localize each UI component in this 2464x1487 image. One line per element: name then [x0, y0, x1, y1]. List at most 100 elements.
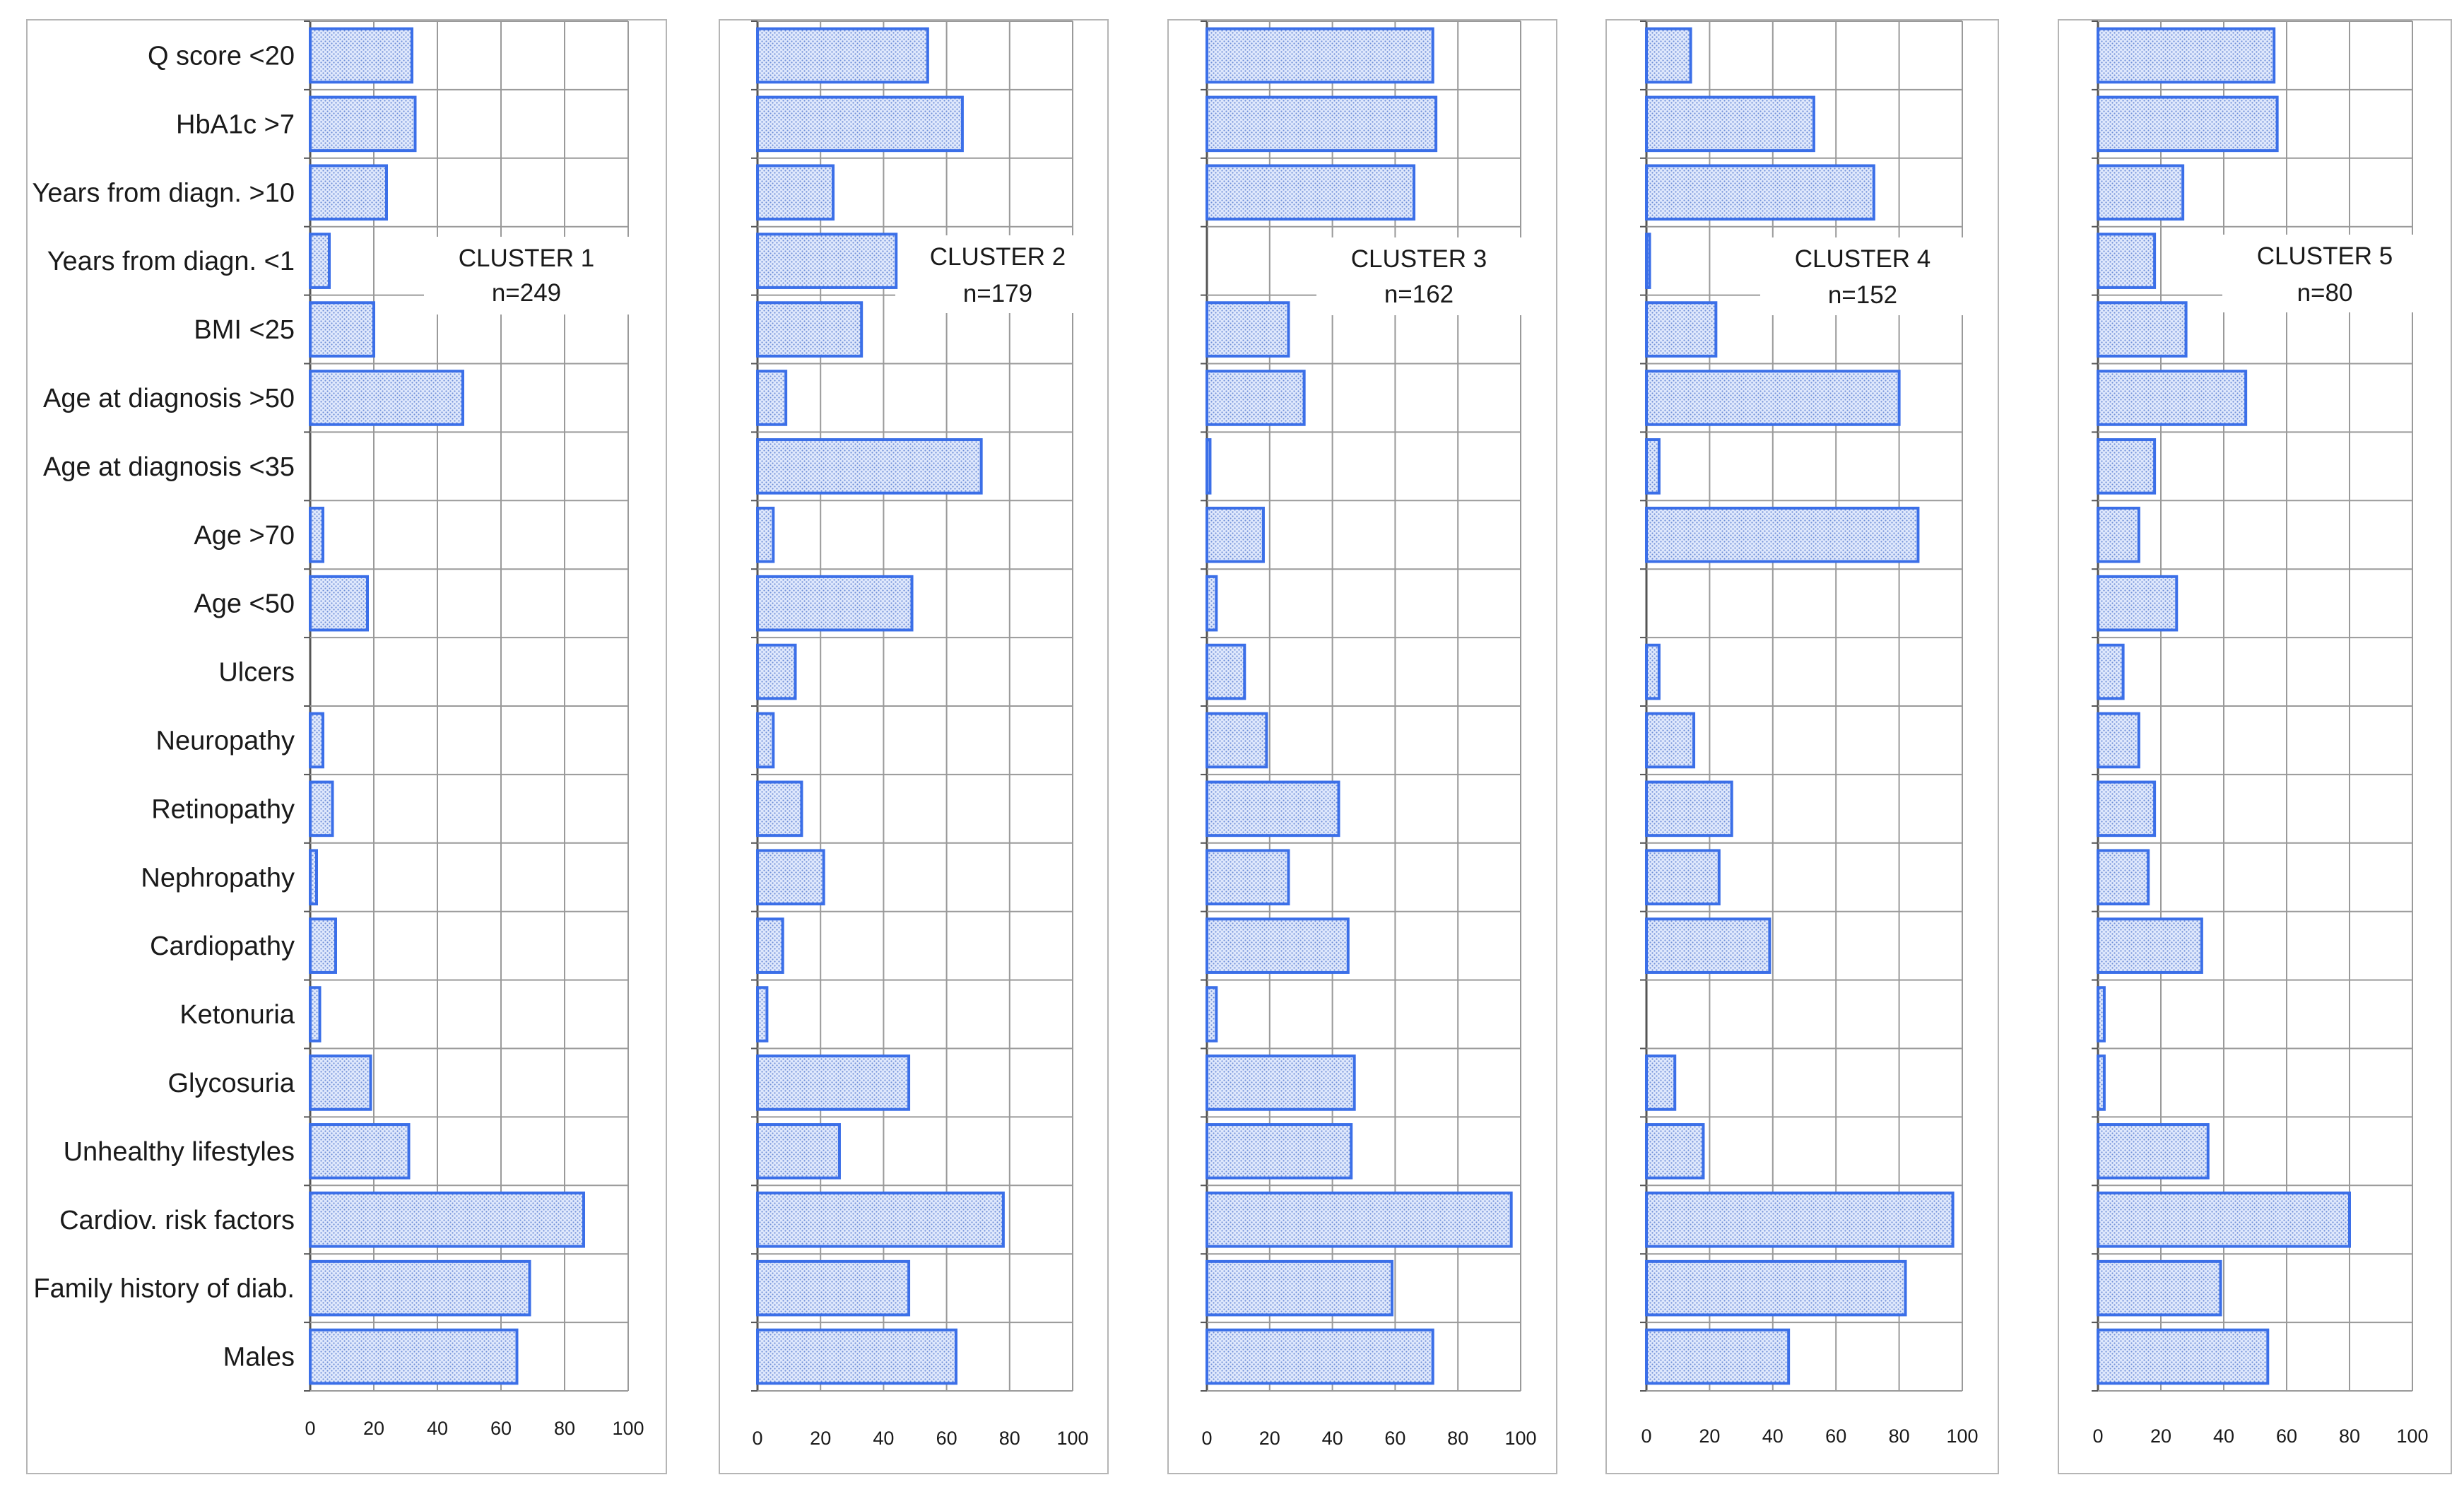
cluster-title: CLUSTER 5	[2257, 242, 2393, 270]
bar-age-50	[756, 575, 914, 632]
x-tick-label: 40	[1762, 1426, 1784, 1447]
bar-glycosuria	[756, 1054, 911, 1111]
bar-neuropathy	[2097, 712, 2140, 769]
x-tick-label: 80	[554, 1418, 575, 1439]
bar-hba1c-7	[309, 95, 417, 153]
bar-q-score-20	[309, 27, 413, 84]
category-label: Age at diagnosis >50	[43, 384, 295, 413]
bar-age-50	[309, 575, 369, 632]
bar-q-score-20	[756, 27, 929, 84]
cluster-title: CLUSTER 2	[930, 243, 1066, 271]
category-label: Cardiov. risk factors	[59, 1206, 295, 1235]
x-tick-label: 100	[2396, 1426, 2428, 1447]
panel-cluster-5: CLUSTER 5 n=80 0 20 40 60 80 100	[2058, 19, 2452, 1474]
bar-age-70	[2097, 506, 2140, 563]
bar-age-70	[309, 506, 324, 563]
category-label: Glycosuria	[168, 1069, 295, 1098]
cluster-title-background	[895, 235, 1100, 313]
category-label: Age <50	[194, 589, 295, 619]
bar-cardiopathy	[2097, 917, 2203, 974]
bar-q-score-20	[1206, 27, 1434, 84]
bar-ketonuria	[2097, 986, 2106, 1042]
category-label: Family history of diab.	[33, 1274, 295, 1304]
bar-age-at-diagnosis-35	[2097, 438, 2157, 495]
bar-years-from-diagn-10	[309, 164, 388, 221]
x-tick-label: 60	[1825, 1426, 1846, 1447]
x-tick-label: 0	[1641, 1426, 1651, 1447]
bar-cardiov-risk-factors	[756, 1191, 1005, 1248]
x-tick-label: 20	[1259, 1428, 1280, 1449]
x-tick-label: 20	[1699, 1426, 1720, 1447]
x-tick-label: 40	[1322, 1428, 1343, 1449]
bar-males	[2097, 1328, 2270, 1385]
cluster-title-background	[424, 237, 629, 315]
bar-years-from-diagn-1	[756, 233, 898, 289]
x-tick-label: 100	[1056, 1428, 1088, 1449]
bar-cardiopathy	[309, 917, 337, 974]
cluster-title: CLUSTER 4	[1795, 245, 1931, 273]
bar-age-at-diagnosis-50	[1645, 370, 1901, 426]
panel-cluster-3: CLUSTER 3 n=162 0 20 40 60 80 100	[1167, 19, 1557, 1474]
bar-unhealthy-lifestyles	[1206, 1123, 1353, 1180]
bar-age-at-diagnosis-50	[309, 370, 464, 426]
bar-ketonuria	[1206, 986, 1218, 1042]
bar-age-at-diagnosis-50	[756, 370, 788, 426]
bar-years-from-diagn-10	[2097, 164, 2185, 221]
bar-glycosuria	[2097, 1054, 2106, 1111]
x-tick-label: 80	[1889, 1426, 1910, 1447]
bar-ulcers	[1645, 643, 1661, 700]
bar-bmi-25	[2097, 301, 2188, 358]
bar-family-history-of-diab-	[309, 1259, 531, 1317]
bar-ketonuria	[756, 986, 769, 1042]
category-label: HbA1c >7	[176, 110, 295, 139]
cluster-n-label: n=179	[963, 280, 1032, 307]
bar-ulcers	[756, 643, 797, 700]
bar-males	[756, 1328, 957, 1385]
bar-neuropathy	[1206, 712, 1268, 769]
cluster-title-background	[1760, 237, 1965, 315]
bar-retinopathy	[756, 780, 803, 837]
category-label: Males	[223, 1343, 295, 1373]
bar-bmi-25	[1645, 301, 1718, 358]
cluster-title-background	[2222, 235, 2427, 312]
bar-males	[309, 1328, 519, 1385]
cluster-title: CLUSTER 3	[1351, 245, 1487, 273]
bar-retinopathy	[2097, 780, 2157, 837]
bar-age-at-diagnosis-35	[1206, 438, 1212, 495]
bar-family-history-of-diab-	[1645, 1259, 1907, 1317]
bar-cardiopathy	[756, 917, 784, 974]
bar-neuropathy	[1645, 712, 1696, 769]
bar-cardiov-risk-factors	[309, 1191, 585, 1248]
category-label: Ulcers	[218, 658, 295, 688]
bar-family-history-of-diab-	[2097, 1259, 2222, 1317]
category-label: Age at diagnosis <35	[43, 452, 295, 482]
category-label: BMI <25	[194, 315, 295, 345]
bar-bmi-25	[1206, 301, 1290, 358]
bar-cardiopathy	[1206, 917, 1350, 974]
bar-unhealthy-lifestyles	[1645, 1123, 1705, 1180]
x-tick-label: 40	[2213, 1426, 2234, 1447]
x-tick-label: 60	[490, 1418, 512, 1439]
bar-hba1c-7	[2097, 95, 2279, 153]
category-label: Cardiopathy	[150, 931, 295, 961]
bar-years-from-diagn-1	[309, 233, 331, 289]
bar-hba1c-7	[756, 95, 964, 153]
category-label: Age >70	[194, 521, 295, 551]
category-label: Years from diagn. >10	[33, 178, 295, 208]
bar-q-score-20	[2097, 27, 2276, 84]
x-tick-label: 20	[810, 1428, 831, 1449]
bar-hba1c-7	[1206, 95, 1438, 153]
x-tick-label: 60	[1384, 1428, 1405, 1449]
bar-nephropathy	[756, 849, 825, 906]
bar-age-at-diagnosis-35	[1645, 438, 1661, 495]
category-label: Ketonuria	[179, 1000, 295, 1030]
bar-nephropathy	[2097, 849, 2150, 906]
category-label: Unhealthy lifestyles	[64, 1137, 295, 1167]
bar-years-from-diagn-10	[756, 164, 835, 221]
x-tick-label: 100	[1504, 1428, 1536, 1449]
bar-bmi-25	[756, 301, 863, 358]
x-tick-label: 100	[612, 1418, 644, 1439]
category-label: Retinopathy	[151, 794, 295, 824]
category-label: Years from diagn. <1	[47, 247, 295, 276]
